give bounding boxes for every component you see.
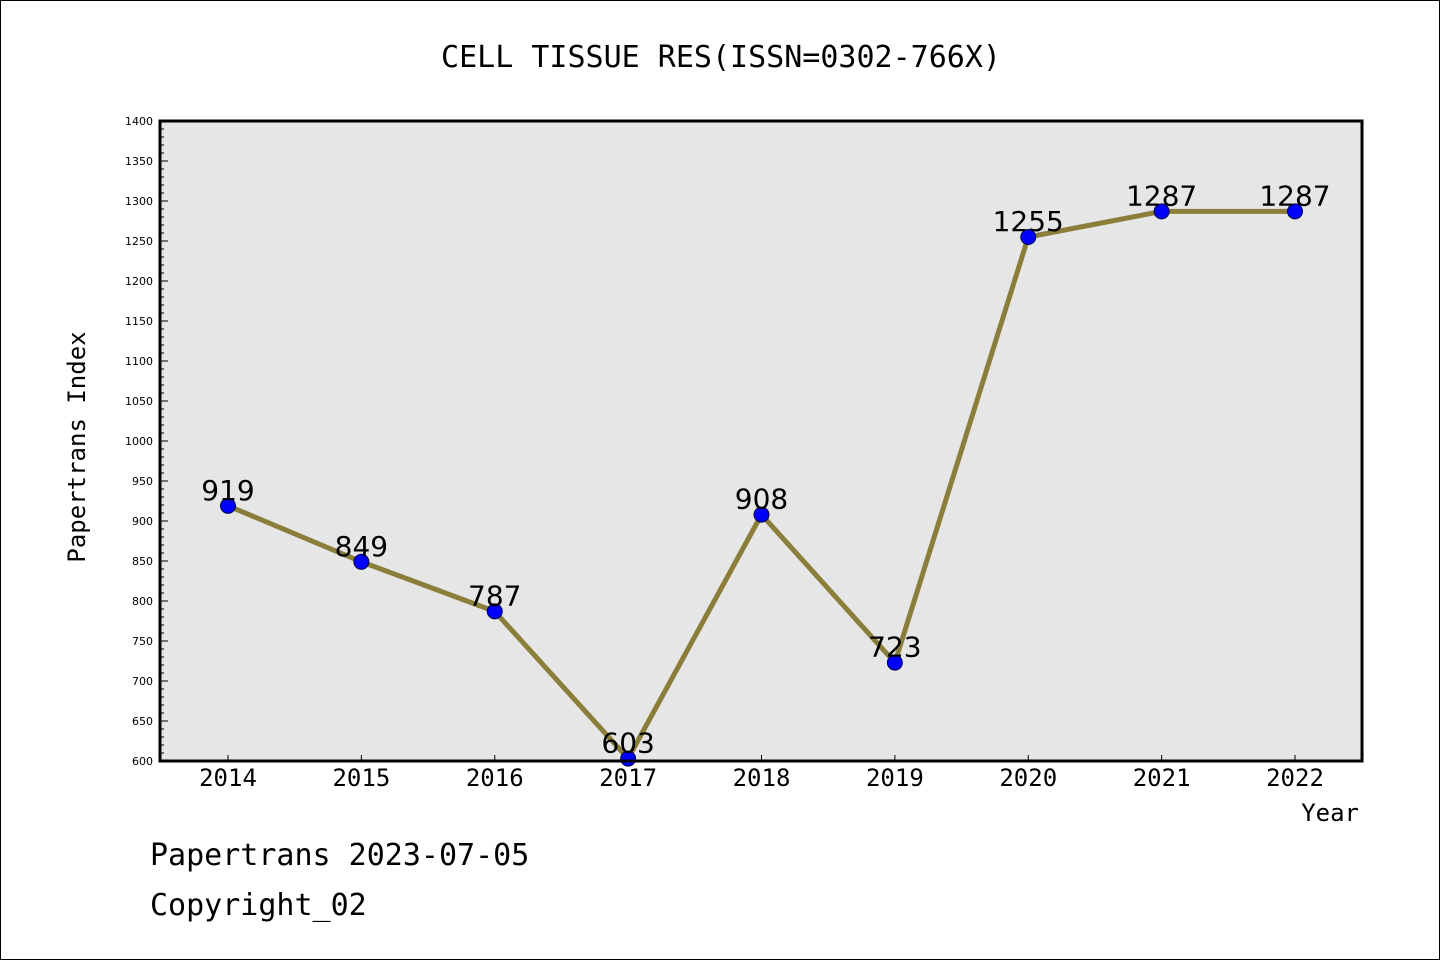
y-tick-label: 1200	[125, 275, 153, 288]
x-tick-label: 2019	[866, 764, 924, 792]
x-tick-label: 2022	[1266, 764, 1324, 792]
data-label: 1287	[1259, 179, 1330, 212]
data-label: 1287	[1126, 179, 1197, 212]
x-tick-label: 2020	[999, 764, 1057, 792]
data-markers	[220, 203, 1303, 767]
x-tick-label: 2018	[733, 764, 791, 792]
x-tick-label: 2015	[332, 764, 390, 792]
x-tick-label: 2017	[599, 764, 657, 792]
x-tick-label: 2021	[1133, 764, 1191, 792]
x-axis: 2014 2015 2016 2017 2018 2019 2020 2021 2022	[199, 755, 1324, 792]
y-tick-label: 1300	[125, 195, 153, 208]
y-tick-label: 1100	[125, 355, 153, 368]
plot-border	[158, 119, 1364, 763]
footer-date: Papertrans 2023-07-05	[150, 838, 529, 873]
data-label: 919	[201, 474, 254, 507]
y-tick-label: 1250	[125, 235, 153, 248]
data-point	[353, 553, 370, 570]
y-tick-label: 700	[132, 675, 153, 688]
footer-copyright: Copyright_02	[150, 888, 367, 923]
data-point	[486, 603, 503, 620]
x-axis-label: Year	[1301, 799, 1359, 827]
y-tick-label: 850	[132, 555, 153, 568]
y-tick-label: 950	[132, 475, 153, 488]
y-tick-label: 1050	[125, 395, 153, 408]
y-tick-label: 1000	[125, 435, 153, 448]
data-point	[220, 497, 236, 514]
y-tick-label: 600	[132, 755, 153, 768]
data-label: 908	[735, 483, 788, 516]
y-axis-label: Papertrans Index	[63, 331, 91, 562]
data-label: 723	[868, 631, 921, 664]
y-tick-label: 1400	[125, 115, 153, 128]
y-tick-label: 1150	[125, 315, 153, 328]
data-label: 1255	[993, 205, 1064, 238]
data-point	[1153, 203, 1170, 220]
data-label: 787	[468, 579, 521, 612]
x-tick-label: 2016	[466, 764, 524, 792]
y-tick-label: 900	[132, 515, 153, 528]
chart-title: CELL TISSUE RES(ISSN=0302-766X)	[441, 40, 1001, 75]
y-tick-label: 650	[132, 715, 153, 728]
y-tick-label: 750	[132, 635, 153, 648]
y-tick-label: 1350	[125, 155, 153, 168]
plot-area	[160, 121, 1362, 761]
data-point	[753, 506, 770, 523]
data-point	[1287, 203, 1303, 220]
data-point	[1020, 229, 1037, 245]
x-tick-label: 2014	[199, 764, 257, 792]
data-label: 603	[601, 727, 654, 760]
data-label: 849	[335, 530, 388, 563]
data-point	[886, 654, 903, 671]
y-tick-label: 800	[132, 595, 153, 608]
data-labels: 919 849 787 603 908 723 1255 1287 1287	[201, 179, 1330, 759]
